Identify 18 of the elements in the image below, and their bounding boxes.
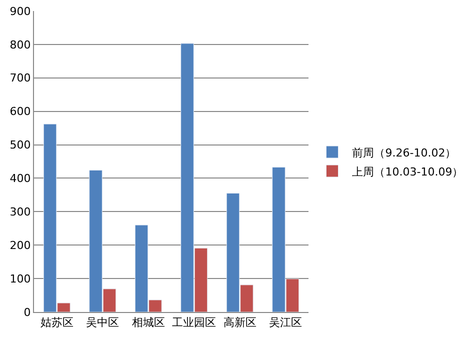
y-tick-label: 200 <box>10 238 31 252</box>
legend-label: 上周（10.03-10.09） <box>352 165 464 178</box>
y-tick-label: 300 <box>10 206 31 219</box>
x-tick-label: 高新区 <box>223 316 256 330</box>
y-tick-label: 0 <box>24 306 31 319</box>
y-tick-label: 600 <box>10 105 31 118</box>
y-tick-label: 800 <box>10 38 31 52</box>
y-tick-label: 700 <box>10 72 31 85</box>
y-tick-label: 900 <box>10 4 31 18</box>
x-tick-label: 相城区 <box>132 316 165 330</box>
x-tick-label: 工业园区 <box>172 316 216 330</box>
x-tick-label: 姑苏区 <box>40 316 74 330</box>
y-tick-label: 100 <box>10 272 31 286</box>
x-tick-label: 吴中区 <box>86 316 120 330</box>
legend-label: 前周（9.26-10.02） <box>352 146 456 160</box>
y-tick-label: 500 <box>10 138 31 152</box>
x-tick-label: 吴江区 <box>269 316 302 330</box>
y-tick-label: 400 <box>10 172 31 186</box>
